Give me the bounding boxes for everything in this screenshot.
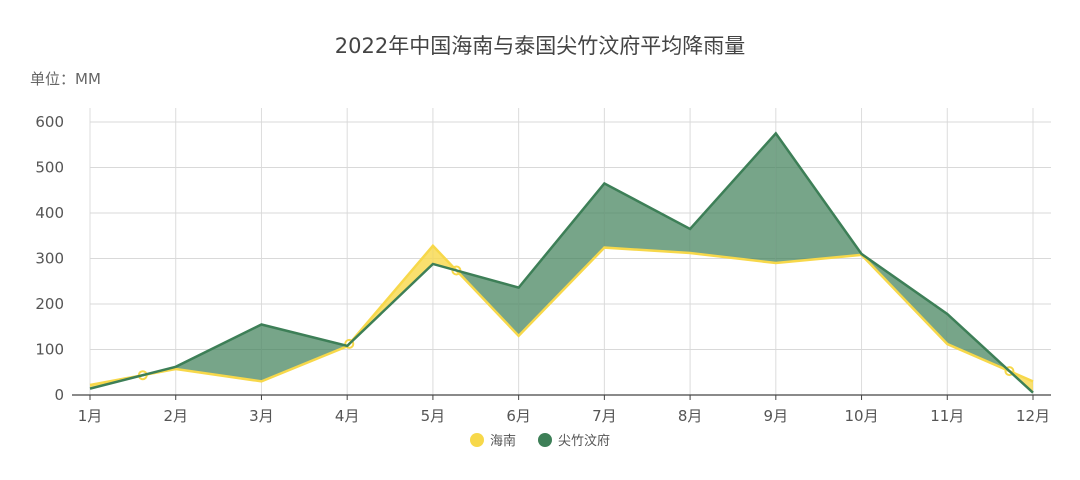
series-line-hainan <box>89 243 1034 387</box>
y-tick-label: 0 <box>54 386 64 404</box>
x-tick-label: 10月 <box>844 407 878 425</box>
y-tick-label: 100 <box>35 341 64 359</box>
legend-item-chanthaburi[interactable]: 尖竹汶府 <box>538 430 610 449</box>
y-tick-label: 500 <box>35 159 64 177</box>
legend-label-hainan: 海南 <box>489 434 516 449</box>
legend-marker-chanthaburi <box>538 432 552 447</box>
difference-area <box>775 133 862 264</box>
x-tick-label: 7月 <box>592 407 617 425</box>
difference-area <box>604 183 691 254</box>
legend: 海南 尖竹汶府 <box>0 430 1080 449</box>
y-tick-label: 400 <box>35 204 64 222</box>
difference-area <box>261 324 348 382</box>
y-tick-label: 300 <box>35 250 64 268</box>
difference-area <box>518 183 605 336</box>
x-tick-label: 1月 <box>78 407 103 425</box>
legend-item-hainan[interactable]: 海南 <box>469 430 516 449</box>
x-tick-label: 3月 <box>249 407 274 425</box>
series-line-chanthaburi <box>89 131 1034 394</box>
unit-label: 单位：MM <box>30 70 101 88</box>
x-tick-label: 2月 <box>163 407 188 425</box>
x-tick-label: 11月 <box>930 407 964 425</box>
x-tick-label: 12月 <box>1016 407 1050 425</box>
y-tick-label: 200 <box>35 295 64 313</box>
difference-area <box>690 133 776 264</box>
x-tick-label: 9月 <box>764 407 789 425</box>
x-tick-label: 4月 <box>335 407 360 425</box>
x-tick-label: 6月 <box>506 407 531 425</box>
legend-marker-hainan <box>469 432 484 447</box>
x-tick-label: 5月 <box>421 407 446 425</box>
y-tick-label: 600 <box>35 113 64 131</box>
difference-area <box>175 324 262 382</box>
chart-title: 2022年中国海南与泰国尖竹汶府平均降雨量 <box>334 34 746 58</box>
legend-label-chanthaburi: 尖竹汶府 <box>558 434 611 449</box>
x-tick-label: 8月 <box>678 407 703 425</box>
